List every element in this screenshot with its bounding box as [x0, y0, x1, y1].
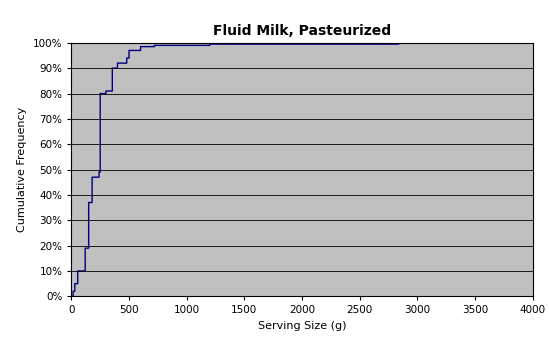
Title: Fluid Milk, Pasteurized: Fluid Milk, Pasteurized	[213, 24, 391, 37]
Y-axis label: Cumulative Frequency: Cumulative Frequency	[17, 107, 27, 232]
X-axis label: Serving Size (g): Serving Size (g)	[257, 321, 346, 331]
